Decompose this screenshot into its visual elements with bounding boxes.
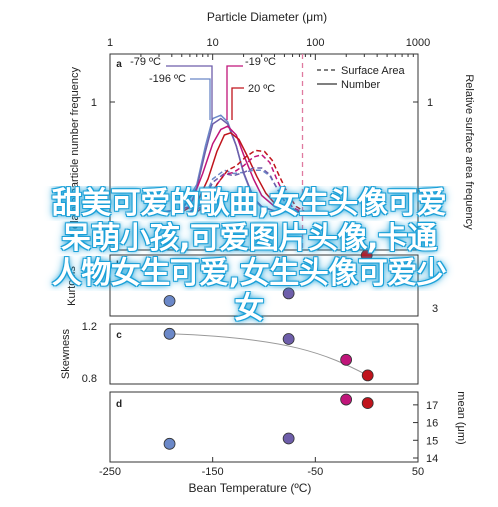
data-point [282,287,295,300]
panel-d-tick-label: 17 [426,400,438,412]
panel-a-temperature-connector [231,87,244,120]
data-point [340,264,353,277]
panel-d-x-axis-label: Bean Temperature (ºC) [189,481,312,495]
data-point [163,327,176,340]
panel-d-tick-label: 14 [426,453,438,465]
watermark-line-3: 人物女生可爱,女生头像可爱少 [51,256,447,291]
data-point [163,437,176,450]
panel-b-tick-label: 3 [432,303,438,315]
panel-a-temperature-connector [166,65,213,120]
panel-d-x-tick-label: 50 [412,466,424,478]
data-point [282,333,295,345]
panel-a-top-axis-title: Particle Diameter (μm) [207,10,327,24]
panel-a-series-number [181,131,303,213]
data-point [361,397,374,409]
data-point [361,369,374,382]
panel-d-letter: d [116,399,122,410]
panel-a-temperature-connector [226,65,243,120]
watermark-line-1: 甜美可爱的歌曲,女生头像可爱 [51,186,447,221]
panel-a-top-tick-label: 100 [306,37,324,49]
panel-c-axis-label: Skewness [60,328,72,379]
data-point [340,393,353,406]
data-point [163,295,176,307]
panel-a-top-tick-label: 1000 [406,37,430,49]
panel-d-tick-label: 15 [426,435,438,447]
panel-a-temperature-label: -19 ºC [245,56,276,68]
data-point [340,353,353,366]
panel-b-frame [109,254,419,317]
panel-c-letter: c [116,330,122,341]
panel-b-letter: b [116,260,122,271]
watermark-line-2: 呆萌小孩,可爱图片头像,卡通 [61,221,437,256]
panel-b-axis-label: Kurtosis [66,266,78,306]
panel-a-series-surface-area [189,153,303,213]
panel-a-letter: a [116,59,122,70]
panel-a-temperature-label: 20 ºC [248,83,275,95]
panel-d-frame [109,391,419,463]
panel-a-left-tick-label: 1 [91,97,97,109]
legend-label-number: Number [341,79,380,91]
panel-c-frame [109,323,419,385]
data-point [360,249,373,262]
panel-a-frame [109,53,419,251]
panel-d-x-tick-label: -150 [202,466,224,478]
panel-a-temperature-label: -196 ºC [149,73,186,85]
panel-a-series-surface-area [189,167,300,213]
data-point [282,432,295,445]
panel-a-temperature-connector [190,78,211,120]
panel-c-trend-line [169,333,368,376]
panel-c-tick-label: 1.2 [82,321,97,333]
panel-a-temperature-label: -79 ºC [130,56,161,68]
panel-a-series-surface-area [196,149,306,213]
panel-c-tick-label: 0.8 [82,373,97,385]
panel-d-x-tick-label: -50 [307,466,323,478]
panel-a-series-number [158,117,306,213]
panel-a-top-tick-label: 10 [207,37,219,49]
panel-d-axis-label: mean (μm) [455,391,467,444]
panel-a-right-axis-label: Relative surface area frequency [463,74,475,230]
panel-d-x-tick-label: -250 [99,466,121,478]
panel-a-left-axis-label: Relative particle number frequency [69,67,81,237]
panel-a-right-tick-label: 1 [427,97,433,109]
legend-label-surface-area: Surface Area [341,65,405,77]
panel-d-tick-label: 16 [426,418,438,430]
panel-a-top-tick-label: 1 [107,37,113,49]
watermark-line-4: 女 [234,291,264,326]
